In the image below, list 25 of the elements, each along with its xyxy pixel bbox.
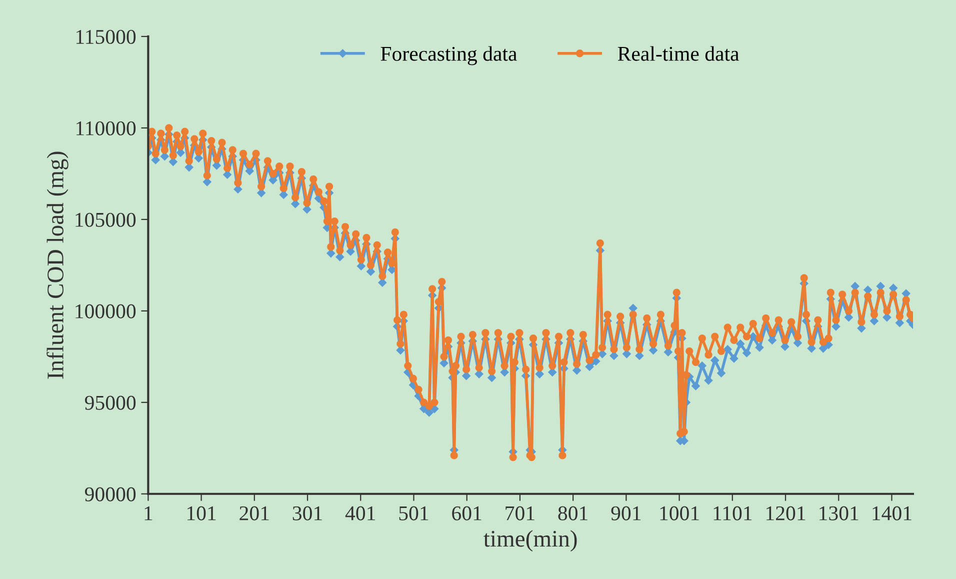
x-tick-label: 1001 xyxy=(660,506,699,520)
x-tick-label: 401 xyxy=(345,506,375,520)
x-tick-label: 1 xyxy=(144,506,152,520)
y-tick-label: 95000 xyxy=(84,396,136,410)
x-tick-label: 1201 xyxy=(766,506,806,520)
legend-label: Real-time data xyxy=(618,46,740,61)
x-tick-label: 501 xyxy=(399,506,428,520)
x-tick-label: 1101 xyxy=(714,506,752,520)
legend-label: Forecasting data xyxy=(380,46,517,66)
x-tick-label: 601 xyxy=(452,506,482,520)
y-tick-label: 105000 xyxy=(76,212,136,227)
x-axis-title: time(min) xyxy=(484,530,577,552)
y-tick-label: 90000 xyxy=(84,487,136,502)
y-tick-label: 115000 xyxy=(76,30,136,44)
x-tick-label: 301 xyxy=(292,506,322,520)
x-tick-label: 201 xyxy=(240,506,269,520)
y-tick-label: 100000 xyxy=(76,304,136,318)
y-axis-title: Influent COD load (mg) xyxy=(46,152,68,379)
x-tick-label: 801 xyxy=(558,506,588,520)
x-tick-label: 901 xyxy=(611,506,641,520)
x-tick-label: 101 xyxy=(188,506,216,520)
x-tick-label: 701 xyxy=(506,506,534,520)
x-tick-label: 1401 xyxy=(872,506,912,520)
y-tick-label: 110000 xyxy=(76,121,136,136)
x-tick-label: 1301 xyxy=(820,506,858,520)
